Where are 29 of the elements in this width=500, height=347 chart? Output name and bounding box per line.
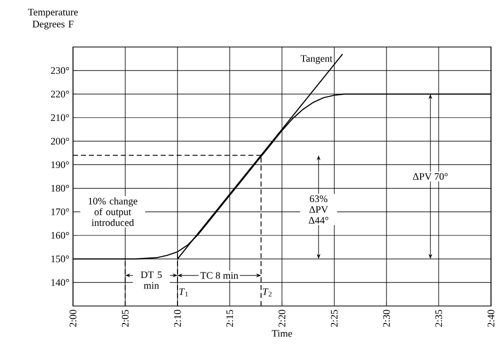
ref-line-label: T$_{1}$ bbox=[179, 288, 188, 296]
x-tick-label: 2:40 bbox=[488, 310, 494, 327]
y-tick-label: 170° bbox=[51, 208, 69, 216]
y-tick-label: 230° bbox=[50, 67, 69, 74]
y-tick-label: 200° bbox=[50, 138, 69, 145]
x-tick-label: 2:25 bbox=[330, 310, 338, 327]
annotation: 63% ΔPV Δ44° bbox=[308, 195, 328, 224]
series-label: Tangent bbox=[300, 55, 332, 64]
y-tick-label: 160° bbox=[51, 232, 69, 239]
x-tick-label: 2:10 bbox=[174, 310, 181, 327]
x-tick-label: 2:00 bbox=[70, 310, 76, 327]
annotation: ΔPV 70° bbox=[412, 173, 448, 180]
x-tick-label: 2:15 bbox=[226, 310, 234, 327]
y-tick-label: 190° bbox=[51, 161, 69, 168]
y-axis-title: Temperature Degrees F bbox=[28, 8, 78, 30]
annotation: 10% change of output introduced bbox=[88, 197, 138, 226]
x-tick-label: 2:20 bbox=[278, 310, 286, 327]
y-tick-label: 140° bbox=[51, 279, 69, 286]
y-tick-label: 150° bbox=[51, 256, 69, 262]
annotation: TC 8 min bbox=[200, 272, 238, 279]
x-tick-label: 2:35 bbox=[435, 310, 442, 327]
y-tick-label: 180° bbox=[51, 184, 69, 192]
ref-line-label: T$_{2}$ bbox=[262, 288, 272, 296]
x-tick-label: 2:05 bbox=[122, 310, 129, 327]
x-axis-title: Time bbox=[272, 330, 292, 337]
y-tick-label: 220° bbox=[50, 90, 69, 98]
annotation: DT 5 min bbox=[140, 271, 162, 289]
x-tick-label: 2:30 bbox=[383, 310, 390, 327]
y-tick-label: 210° bbox=[50, 114, 69, 121]
